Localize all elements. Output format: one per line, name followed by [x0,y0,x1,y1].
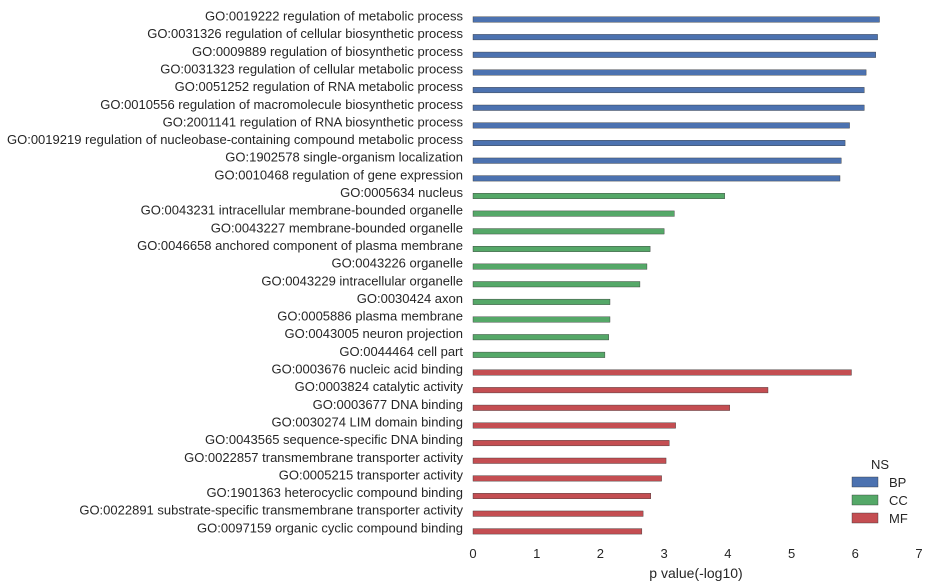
x-tick-label: 7 [915,546,922,561]
legend: NS BP CC MF [851,457,908,526]
bar-cc [472,245,651,252]
x-tick-label: 3 [661,546,668,561]
bar-mf [472,369,852,376]
y-tick-label: GO:0022857 transmembrane transporter act… [184,450,463,465]
legend-swatch-cc [851,494,879,506]
y-tick-label: GO:0022891 substrate-specific transmembr… [79,503,463,518]
bar-mf [472,440,670,447]
bar-mf [472,404,730,411]
y-tick-label: GO:0019219 regulation of nucleobase-cont… [7,132,464,147]
bar-bp [472,157,842,164]
y-tick-label: GO:0044464 cell part [339,344,463,359]
y-tick-label: GO:0031326 regulation of cellular biosyn… [147,26,463,41]
bar-cc [472,351,606,358]
y-tick-label: GO:0003677 DNA binding [313,397,463,412]
y-tick-labels: GO:0019222 regulation of metabolic proce… [7,9,464,536]
y-tick-label: GO:0005634 nucleus [340,185,463,200]
bar-bp [472,51,876,58]
bar-mf [472,510,644,517]
legend-label-mf: MF [889,511,908,526]
y-tick-label: GO:1902578 single-organism localization [225,150,463,165]
x-tick-label: 4 [724,546,731,561]
y-tick-label: GO:0030424 axon [357,291,463,306]
legend-label-bp: BP [889,475,906,490]
bar-bp [472,140,846,147]
y-tick-label: GO:0043226 organelle [331,256,463,271]
y-tick-label: GO:0003676 nucleic acid binding [271,362,463,377]
y-tick-label: GO:0030274 LIM domain binding [271,414,463,429]
bar-cc [472,193,725,199]
y-tick-label: GO:0005886 plasma membrane [277,309,463,324]
bar-bp [472,104,865,111]
y-tick-label: GO:0009889 regulation of biosynthetic pr… [192,44,464,59]
x-tick-label: 2 [597,546,604,561]
y-tick-label: GO:0010468 regulation of gene expression [214,167,463,182]
x-tick-labels: 0 1 2 3 4 5 6 7 [469,546,922,561]
bar-mf [472,493,651,499]
bar-cc [472,263,648,270]
y-tick-label: GO:0051252 regulation of RNA metabolic p… [175,79,464,94]
bar-cc [472,316,611,323]
bar-mf [472,457,667,464]
bar-bp [472,87,865,94]
y-tick-label: GO:0003824 catalytic activity [295,379,464,394]
bar-mf [472,422,676,429]
legend-swatch-bp [851,476,879,488]
y-tick-label: GO:0005215 transporter activity [279,467,464,482]
bar-cc [472,210,675,217]
bar-mf [472,475,662,482]
y-tick-label: GO:0010556 regulation of macromolecule b… [100,97,463,112]
bar-cc [472,298,611,305]
x-tick-label: 0 [469,546,476,561]
bar-bp [472,122,850,129]
y-tick-label: GO:0043565 sequence-specific DNA binding [205,432,463,447]
x-tick-label: 1 [533,546,540,561]
y-tick-label: GO:0043005 neuron projection [284,326,463,341]
bar-bp [472,175,841,182]
y-tick-label: GO:0043229 intracellular organelle [261,273,463,288]
bar-mf [472,528,643,535]
bar-cc [472,228,665,235]
y-tick-label: GO:0097159 organic cyclic compound bindi… [197,520,463,535]
y-tick-label: GO:1901363 heterocyclic compound binding [206,485,463,500]
bar-bp [472,69,867,76]
x-axis-label: p value(-log10) [649,565,742,581]
x-tick-label: 5 [788,546,795,561]
y-tick-label: GO:0043227 membrane-bounded organelle [211,220,463,235]
y-tick-label: GO:2001141 regulation of RNA biosyntheti… [163,114,464,129]
x-tick-label: 6 [852,546,859,561]
bar-mf [472,387,769,394]
legend-title: NS [871,457,889,472]
bars-group [472,16,880,535]
y-tick-label: GO:0046658 anchored component of plasma … [137,238,463,253]
bar-bp [472,16,880,23]
bar-cc [472,281,641,288]
y-tick-label: GO:0031323 regulation of cellular metabo… [160,61,463,76]
legend-label-cc: CC [889,493,908,508]
y-tick-label: GO:0043231 intracellular membrane-bounde… [141,203,463,218]
legend-swatch-mf [851,512,879,524]
y-tick-label: GO:0019222 regulation of metabolic proce… [205,9,463,24]
bar-bp [472,34,878,41]
bar-cc [472,334,609,341]
